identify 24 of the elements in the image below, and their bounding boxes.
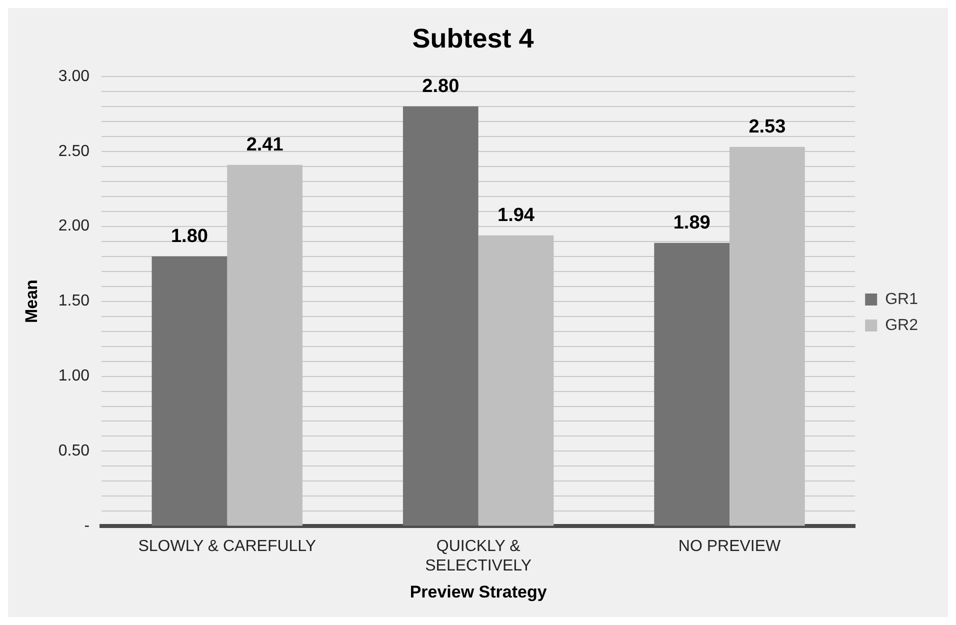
- x-tick-label: QUICKLY & SELECTIVELY: [425, 538, 532, 574]
- data-label: 2.41: [246, 134, 284, 156]
- data-label: 2.80: [422, 76, 460, 98]
- x-tick-label: NO PREVIEW: [678, 538, 782, 556]
- data-label: 1.89: [673, 212, 710, 234]
- y-axis-title: Mean: [22, 280, 41, 324]
- data-label: 1.94: [498, 205, 535, 226]
- y-tick-label: 2.50: [58, 142, 90, 160]
- y-tick-label: -: [84, 518, 90, 535]
- y-tick-label: 1.50: [58, 292, 90, 310]
- y-tick-label: 1.00: [58, 368, 90, 385]
- legend-label: GR2: [885, 316, 918, 334]
- y-tick-label: 2.00: [58, 218, 90, 235]
- bar: [402, 106, 478, 526]
- bar: [152, 256, 228, 526]
- bar: [654, 242, 730, 526]
- data-label: 2.53: [748, 116, 786, 138]
- y-tick-label: 3.00: [58, 68, 90, 85]
- legend-label: GR1: [885, 290, 918, 308]
- data-label: 1.80: [170, 226, 208, 248]
- x-axis-title: Preview Strategy: [410, 582, 548, 602]
- y-tick-label: 0.50: [58, 442, 90, 460]
- chart-title: Subtest 4: [412, 24, 534, 54]
- x-tick-label: SLOWLY & CAREFULLY: [138, 538, 316, 556]
